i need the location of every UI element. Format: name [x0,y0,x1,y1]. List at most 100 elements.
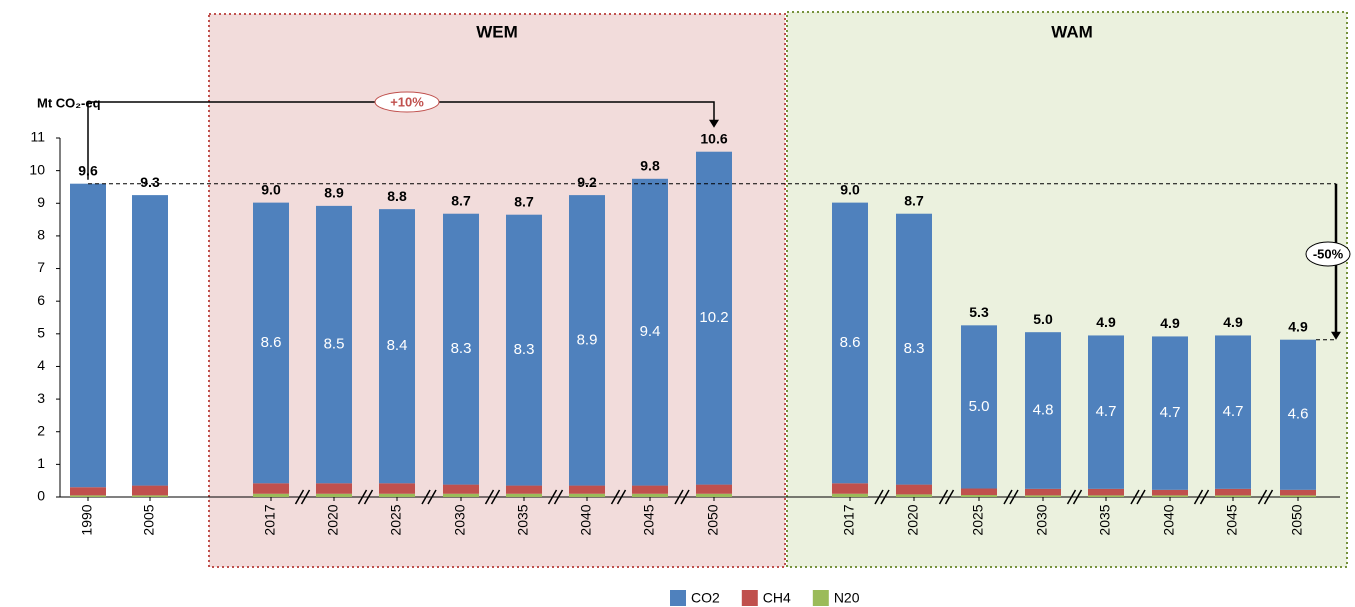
bar-segment [253,483,289,494]
bar-segment [961,325,997,489]
axis-break [1257,489,1268,505]
y-tick-label: 9 [37,194,45,210]
x-tick-label: 2050 [1289,504,1305,535]
group-label: WAM [1051,22,1093,41]
bar-segment [1025,488,1061,496]
axis-break [674,489,684,505]
axis-break [1136,489,1146,505]
x-tick-label: 2025 [970,504,986,535]
value-label: 4.7 [1223,403,1244,420]
total-label: 4.9 [1160,315,1180,331]
bar-segment [1280,339,1316,490]
total-label: 4.9 [1288,318,1308,334]
value-label: 4.7 [1160,404,1181,421]
wem-region [208,13,786,568]
bar-segment [132,495,168,497]
axis-break [553,489,564,505]
total-label: 9.2 [577,174,597,190]
axis-break [616,489,627,505]
total-label: 5.0 [1033,311,1053,327]
value-label: 8.9 [577,331,598,348]
bar-segment [896,213,932,485]
bar-segment [569,493,605,497]
value-label: 4.8 [1033,401,1054,418]
bar-segment [961,495,997,497]
bar-segment [632,485,668,494]
bar-segment [632,178,668,486]
y-tick-label: 3 [37,390,45,406]
axis-break [1072,489,1083,505]
bar-segment [506,493,542,497]
x-tick-label: 2030 [1034,504,1050,535]
axis-break [1193,489,1204,505]
x-tick-label: 2045 [1224,504,1240,535]
y-tick-label: 7 [37,259,45,275]
bar-segment [832,483,868,494]
bar-segment [379,209,415,484]
value-label: 8.5 [324,336,345,353]
axis-break [363,489,374,505]
axis-break [547,489,558,505]
x-tick-label: 2017 [841,504,857,535]
value-label: 8.6 [261,334,282,351]
axis-break [421,489,431,505]
total-label: 4.9 [1096,314,1116,330]
axis-break [490,489,501,505]
x-tick-label: 2040 [578,504,594,535]
value-label: 8.6 [840,334,861,351]
bar-segment [832,202,868,484]
arrowhead [1331,331,1341,340]
axis-break [1009,489,1019,505]
bar-segment [132,195,168,486]
annotation: +10% [390,94,424,109]
bar-segment [569,485,605,494]
bar-segment [1152,489,1188,496]
bar-segment [70,183,106,488]
annotation: -50% [1313,246,1344,261]
x-tick-label: 2030 [452,504,468,535]
x-tick-label: 2035 [1097,504,1113,535]
bar-segment [506,485,542,494]
axis-break [357,489,368,505]
y-axis-label: Mt CO₂-eq [37,95,101,110]
legend-swatch [741,590,758,606]
bar-segment [1215,495,1251,497]
y-tick-label: 10 [29,161,45,177]
legend-label: CO2 [691,590,720,606]
total-label: 9.8 [640,157,660,173]
bar-segment [696,151,732,485]
y-tick-label: 2 [37,422,45,438]
x-tick-label: 2045 [641,504,657,535]
bar-segment [896,484,932,495]
value-label: 4.7 [1096,403,1117,420]
y-tick-label: 8 [37,227,45,243]
bar-segment [696,493,732,497]
bar-segment [1025,332,1061,489]
bar-segment [316,205,352,484]
bar-segment [1215,488,1251,496]
x-tick-label: 2005 [141,504,157,535]
axis-break [874,489,884,505]
bar-segment [896,494,932,497]
total-label: 9.0 [840,181,860,197]
x-tick-label: 2017 [262,504,278,535]
axis-break [294,489,305,505]
bar-segment [1152,336,1188,490]
value-label: 4.6 [1288,406,1309,423]
axis-break [610,489,621,505]
bar-segment [443,484,479,494]
total-label: 8.7 [451,192,471,208]
axis-break [300,489,311,505]
axis-break [427,489,437,505]
value-label: 5.0 [969,398,990,415]
value-label: 8.4 [387,337,408,354]
legend-label: N20 [834,590,860,606]
y-tick-label: 1 [37,455,45,471]
value-label: 8.3 [451,340,472,357]
y-tick-label: 0 [37,488,45,504]
total-label: 8.8 [387,188,407,204]
bar-segment [1088,495,1124,497]
legend-label: CH4 [763,590,791,606]
bar-segment [316,493,352,497]
bar-segment [696,484,732,494]
